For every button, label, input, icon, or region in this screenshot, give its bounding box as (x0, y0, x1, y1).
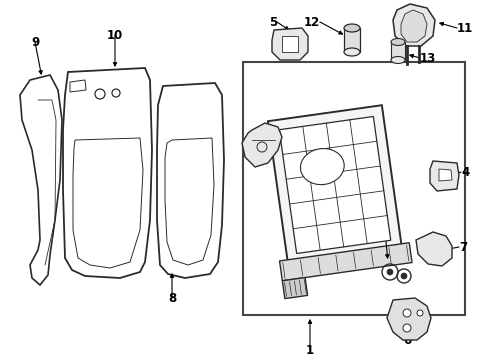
Polygon shape (439, 169, 452, 181)
Polygon shape (279, 117, 391, 253)
Polygon shape (63, 68, 152, 278)
Polygon shape (416, 232, 452, 266)
Text: 2: 2 (381, 225, 389, 239)
Polygon shape (300, 149, 344, 185)
Polygon shape (242, 123, 282, 167)
Circle shape (387, 269, 393, 275)
Ellipse shape (344, 48, 360, 56)
Polygon shape (272, 28, 308, 60)
Polygon shape (282, 36, 298, 52)
Polygon shape (70, 80, 86, 92)
Circle shape (403, 309, 411, 317)
Text: 8: 8 (168, 292, 176, 305)
Polygon shape (157, 83, 224, 278)
Circle shape (403, 324, 411, 332)
Ellipse shape (391, 39, 405, 45)
Text: 5: 5 (269, 15, 277, 28)
Text: 3: 3 (308, 141, 316, 154)
Text: 13: 13 (420, 51, 436, 64)
Text: 7: 7 (459, 240, 467, 253)
Polygon shape (391, 42, 405, 60)
Circle shape (417, 310, 423, 316)
Circle shape (401, 273, 407, 279)
Text: 1: 1 (306, 343, 314, 356)
Text: 10: 10 (107, 28, 123, 41)
Polygon shape (268, 105, 402, 265)
Polygon shape (401, 10, 427, 42)
Polygon shape (279, 243, 412, 281)
Polygon shape (20, 75, 62, 285)
Ellipse shape (391, 57, 405, 63)
Polygon shape (344, 28, 360, 52)
Ellipse shape (344, 24, 360, 32)
Polygon shape (430, 161, 459, 191)
Polygon shape (387, 298, 431, 340)
Bar (243, 62, 465, 315)
Polygon shape (282, 278, 308, 298)
Text: 12: 12 (304, 15, 320, 28)
Text: 11: 11 (457, 22, 473, 35)
Polygon shape (393, 4, 435, 46)
Polygon shape (165, 138, 214, 265)
Polygon shape (73, 138, 143, 268)
Text: 6: 6 (403, 333, 411, 346)
Text: 9: 9 (31, 36, 39, 49)
Text: 4: 4 (461, 166, 469, 179)
